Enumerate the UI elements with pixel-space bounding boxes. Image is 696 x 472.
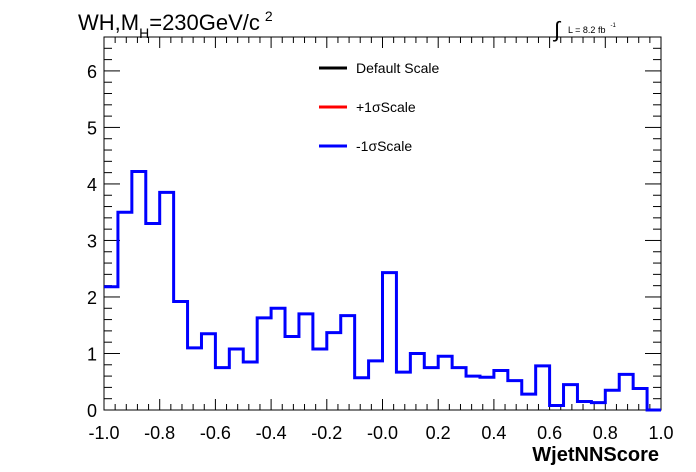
legend-label: -1σScale <box>356 138 412 154</box>
x-tick-label: 0.4 <box>481 423 506 443</box>
x-tick-label: 0.6 <box>537 423 562 443</box>
y-tick-label: 4 <box>87 175 97 195</box>
legend-label: Default Scale <box>356 60 439 76</box>
legend-label: +1σScale <box>356 99 416 115</box>
lumi-integral: ∫ <box>552 17 562 42</box>
y-tick-label: 5 <box>87 118 97 138</box>
y-tick-label: 0 <box>87 401 97 421</box>
chart-title: WH,MH=230GeV/c 2 <box>78 8 273 41</box>
x-tick-label: -0.0 <box>367 423 398 443</box>
title-superscript: 2 <box>265 8 273 24</box>
x-tick-label: -0.8 <box>144 423 175 443</box>
x-tick-label: 0.2 <box>426 423 451 443</box>
title-main: =230GeV/c <box>149 10 260 35</box>
x-tick-label: -0.2 <box>311 423 342 443</box>
x-tick-label: -1.0 <box>88 423 119 443</box>
x-tick-label: 0.8 <box>593 423 618 443</box>
y-tick-label: 6 <box>87 62 97 82</box>
y-tick-label: 3 <box>87 231 97 251</box>
x-tick-label: -0.4 <box>256 423 287 443</box>
lumi-label: L = 8.2 fb -1 <box>568 23 616 35</box>
title-prefix: WH,M <box>78 10 139 35</box>
x-tick-label: 1.0 <box>648 423 673 443</box>
y-tick-label: 1 <box>87 344 97 364</box>
x-tick-label: -0.6 <box>200 423 231 443</box>
series-line <box>104 170 661 412</box>
legend: Default Scale +1σScale -1σScale <box>319 60 439 154</box>
y-axis: 0 1 2 3 4 5 6 <box>87 36 661 421</box>
lumi-superscript: -1 <box>610 23 616 29</box>
lumi-text: L = 8.2 fb <box>568 25 605 35</box>
title-subscript: H <box>139 25 149 41</box>
x-axis-title: WjetNNScore <box>532 444 659 466</box>
y-tick-label: 2 <box>87 288 97 308</box>
series-layer <box>104 170 661 412</box>
x-axis: -1.0 -0.8 -0.6 -0.4 -0.2 -0.0 0.2 0.4 0.6 0.8 1.0 <box>88 37 674 443</box>
